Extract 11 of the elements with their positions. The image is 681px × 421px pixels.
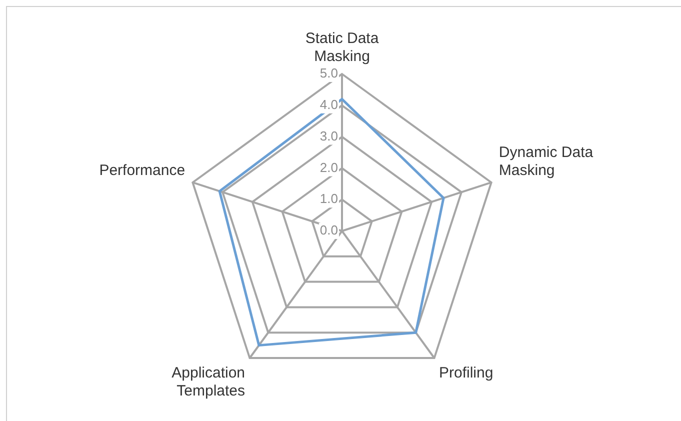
y-tick-label: 3.0 (320, 128, 338, 144)
y-tick-label: 4.0 (320, 96, 338, 112)
spoke-label: Performance (99, 162, 186, 180)
spoke-label: Profiling (438, 364, 494, 382)
y-tick-label: 2.0 (320, 160, 338, 175)
y-tick-label: 1.0 (320, 191, 338, 206)
spoke-label: Application Templates (172, 364, 246, 400)
spoke-label: Dynamic Data Masking (498, 144, 594, 180)
spoke-label: Static Data Masking (305, 30, 380, 66)
y-tick-label: 5.0 (320, 66, 338, 81)
y-tick-label: 0.0 (320, 222, 338, 238)
